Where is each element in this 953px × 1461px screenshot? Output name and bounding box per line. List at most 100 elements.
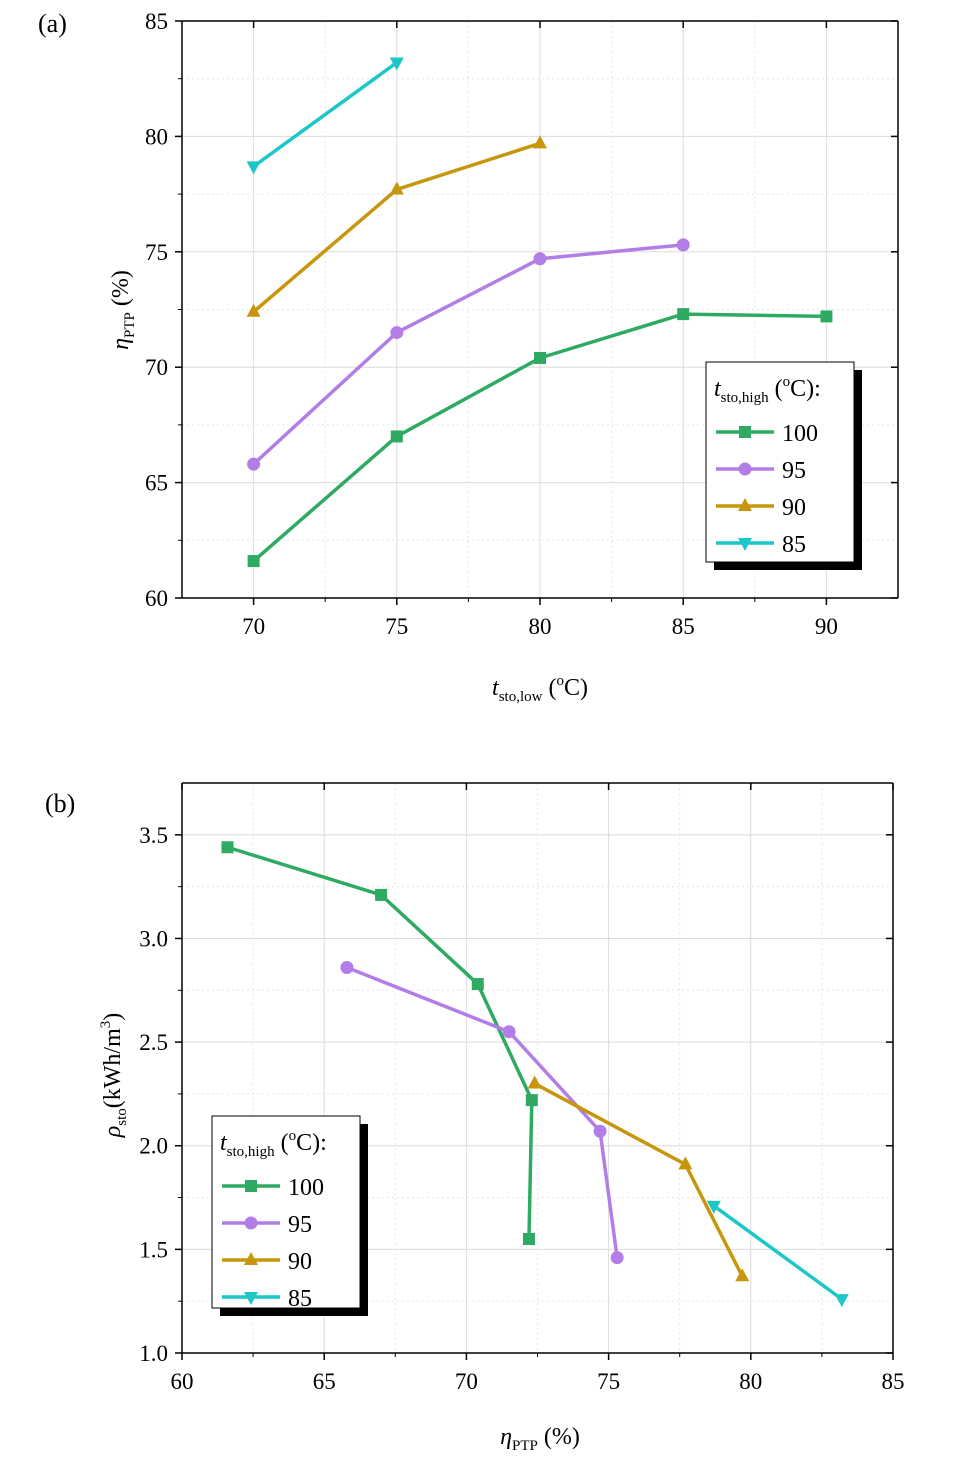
x-axis-title: ηPTP (%) [500,1424,580,1454]
series-line [712,1204,843,1301]
label-superscript: 3 [98,1021,114,1029]
y-tick-label: 2.0 [139,1134,168,1159]
label-main: t [492,675,500,701]
data-point [389,181,404,195]
chart-panel-b: 60 65 70 75 80 85 1.0 1.5 2.0 2.5 3.0 3.5 (b) ηPTP (%… [45,782,905,1454]
data-point [522,1233,535,1245]
data-point [390,326,404,340]
data-point [471,978,484,991]
y-tick-label: 65 [145,471,168,496]
data-point [246,161,261,175]
series-85 [246,57,404,175]
x-tick-label: 65 [313,1369,336,1394]
legend-label: 85 [288,1286,312,1312]
series-90 [246,135,547,317]
label-unit: C): [790,376,821,402]
legend-label: 95 [288,1212,312,1238]
y-tick-label: 1.0 [139,1341,168,1366]
data-point [534,351,546,364]
label-main: t [220,1130,228,1156]
label-main: η [500,1424,512,1450]
data-point [502,1025,516,1039]
legend-marker [739,426,751,438]
data-point [610,1251,624,1265]
label-subscript: sto,high [721,390,769,406]
legend-label: 95 [782,458,806,484]
legend-marker [245,1180,257,1192]
legend-label: 85 [782,532,806,558]
label-subscript: PTP [512,1438,538,1454]
series-line [533,1082,744,1278]
data-point [678,1156,693,1170]
data-point [706,1200,721,1214]
label-main: η [108,338,134,350]
y-axis-title: ηPTP (%) [108,270,138,350]
legend-title: tsto,high (oC): [220,1128,327,1160]
data-point [593,1124,607,1138]
label-main: ρ [100,1126,126,1139]
y-tick-label: 85 [145,9,168,34]
label-tail: ( [275,1130,289,1156]
legend-marker [244,1252,258,1265]
legend-label: 90 [782,495,806,521]
legend-marker [738,538,752,551]
x-tick-label: 80 [529,614,552,639]
data-point [247,555,260,568]
y-tick-label: 2.5 [139,1030,168,1055]
label-superscript: o [289,1128,297,1144]
data-point [375,888,388,901]
y-axis-title: ρsto(kWh/m3) [98,1013,130,1139]
label-tail: (kWh/m [100,1028,126,1108]
data-point [677,308,690,321]
legend-marker [244,1216,258,1230]
legend-label: 100 [782,421,818,447]
legend-box [705,361,855,563]
series-90 [527,1075,750,1282]
legend-box [211,1115,361,1309]
series-line [252,61,398,168]
data-point [390,430,403,443]
x-tick-label: 70 [455,1369,478,1394]
x-tick-label: 85 [882,1369,905,1394]
x-tick-label: 70 [242,614,265,639]
label-unit: C): [296,1130,327,1156]
legend-marker [738,498,752,511]
label-subscript: PTP [122,312,138,338]
legend-title: tsto,high (oC): [714,374,821,406]
y-tick-label: 60 [145,586,168,611]
data-point [834,1294,849,1308]
series-95 [340,960,624,1265]
label-tail: (%) [108,270,134,312]
x-tick-label: 80 [739,1369,762,1394]
legend-marker [244,1292,258,1305]
series-line [346,965,619,1258]
data-point [389,57,404,71]
x-tick-label: 75 [385,614,408,639]
y-tick-label: 3.5 [139,823,168,848]
data-point [533,135,547,149]
series-line [252,243,684,466]
label-unit: C) [564,675,588,701]
data-point [340,960,354,974]
label-tail: ( [769,376,783,402]
label-superscript: o [783,374,791,390]
data-point [247,457,261,471]
x-tick-label: 85 [672,614,695,639]
label-subscript: sto [114,1108,130,1126]
y-tick-label: 75 [145,240,168,265]
panel-label: (b) [45,789,75,818]
panel-label: (a) [38,9,67,38]
label-tail: ( [542,675,556,701]
series-100 [221,841,538,1245]
data-point [735,1268,750,1282]
data-point [676,238,690,252]
label-subscript: sto,high [227,1144,275,1160]
data-point [527,1075,542,1089]
x-axis-title: tsto,low (oC) [492,673,588,705]
data-point [221,841,234,854]
label-tail: (%) [538,1424,580,1450]
y-tick-label: 70 [145,355,168,380]
series-100 [247,308,833,568]
data-point [820,310,833,323]
